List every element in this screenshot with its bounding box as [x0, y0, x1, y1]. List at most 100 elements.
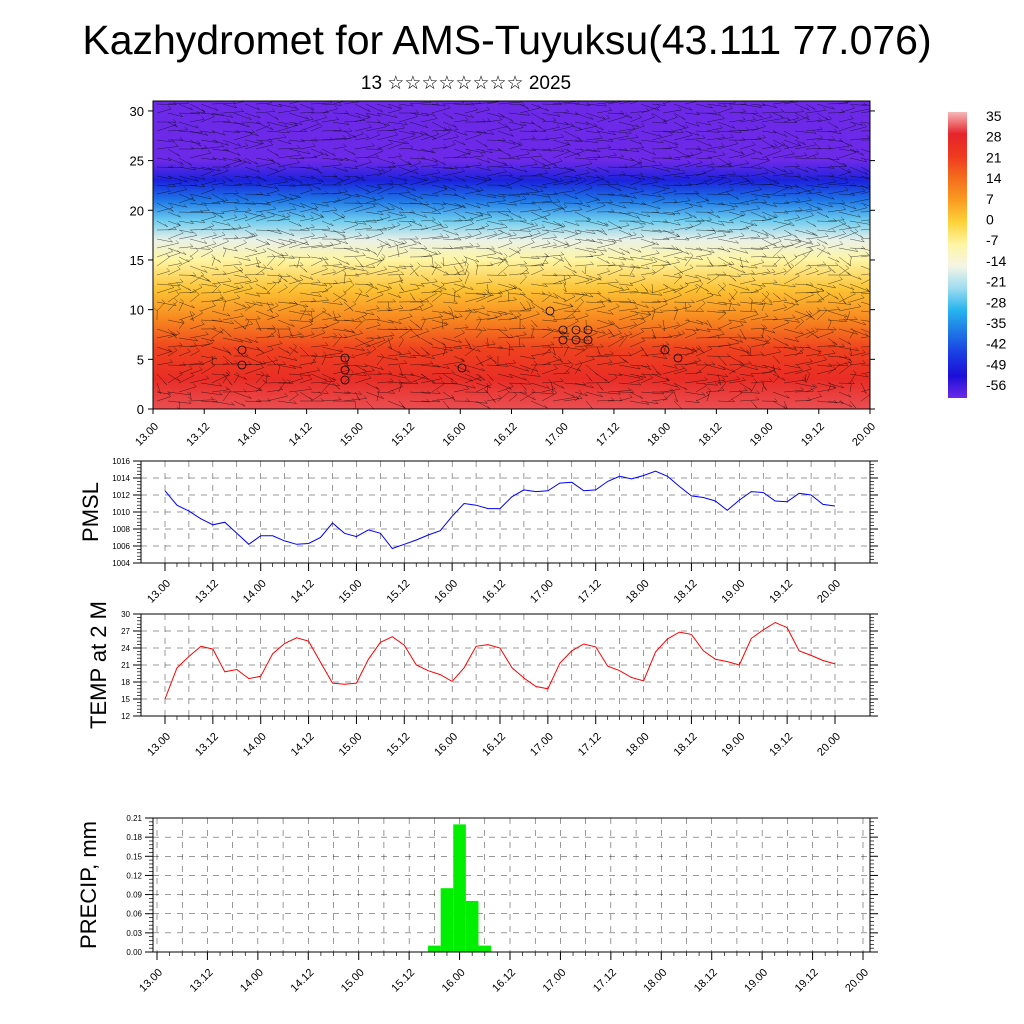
heatmap-x-tick-label: 20.00: [850, 421, 878, 449]
heatmap-y-tick-label: 25: [130, 154, 144, 169]
x-tick-label: 15.00: [339, 967, 367, 995]
y-tick-label: 1010: [112, 508, 130, 517]
colorbar: 35 28 21 14 7 0 -7 -14 -21 -28 -35 -42 -49 -56: [948, 108, 1006, 398]
heatmap-x-tick-label: 15.12: [389, 421, 417, 449]
x-tick-label: 16.00: [432, 578, 460, 606]
y-tick-label: 0.15: [126, 852, 142, 861]
calm-wind-circle: [558, 325, 568, 335]
wind-barb-field: [154, 101, 870, 409]
calm-wind-circle: [340, 375, 350, 385]
x-tick-label: 17.00: [528, 578, 556, 606]
calm-wind-circle: [545, 306, 555, 316]
colorbar-label: -56: [986, 377, 1006, 393]
heatmap-y-tick-label: 15: [130, 253, 144, 268]
x-tick-label: 13.12: [193, 731, 221, 759]
calm-wind-circle: [558, 335, 568, 345]
y-tick-label: 15: [121, 695, 130, 704]
wind-vectors: [154, 101, 870, 409]
x-tick-label: 18.12: [672, 578, 700, 606]
x-tick-label: 16.12: [490, 967, 518, 995]
heatmap-x-axis: 13.00 13.12 14.00 14.12 15.00 15.12 16.00 16.12…: [133, 409, 878, 449]
x-tick-label: 15.12: [384, 731, 412, 759]
calm-wind-circle: [583, 325, 593, 335]
x-tick-label: 15.12: [384, 578, 412, 606]
pmsl-axis-title: PMSL: [78, 482, 103, 542]
x-tick-label: 14.00: [241, 578, 269, 606]
colorbar-label: -42: [986, 336, 1006, 352]
x-tick-label: 18.12: [672, 731, 700, 759]
colorbar-gradient: [948, 112, 967, 398]
x-tick-label: 15.12: [389, 967, 417, 995]
colorbar-label: -14: [986, 253, 1006, 269]
calm-wind-circle: [673, 353, 683, 363]
heatmap-x-tick-label: 18.12: [697, 421, 725, 449]
y-tick-label: 0.21: [126, 814, 142, 823]
y-tick-label: 1016: [112, 457, 130, 466]
colorbar-label: 35: [986, 108, 1002, 124]
x-tick-label: 17.12: [591, 967, 619, 995]
colorbar-label: 0: [986, 212, 994, 228]
colorbar-label: -7: [986, 232, 999, 248]
x-tick-label: 15.00: [337, 578, 365, 606]
y-tick-label: 18: [121, 678, 130, 687]
x-tick-label: 17.12: [576, 578, 604, 606]
precip-bar: [428, 945, 441, 952]
y-tick-label: 12: [121, 712, 130, 721]
y-tick-label: 0.12: [126, 871, 142, 880]
x-tick-label: 20.00: [815, 731, 843, 759]
precip-plot-frame: [152, 817, 871, 953]
temperature-shading: [153, 101, 870, 409]
x-tick-label: 14.12: [289, 578, 317, 606]
x-tick-label: 14.12: [289, 731, 317, 759]
x-tick-label: 13.12: [188, 967, 216, 995]
y-tick-label: 24: [121, 644, 130, 653]
y-tick-label: 30: [121, 610, 130, 619]
x-tick-label: 14.12: [288, 967, 316, 995]
x-tick-label: 13.00: [137, 967, 165, 995]
colorbar-label: -21: [986, 274, 1006, 290]
heatmap-x-tick-label: 13.12: [184, 421, 212, 449]
temperature-axis-title: TEMP at 2 M: [86, 601, 111, 729]
calm-wind-circle: [340, 353, 350, 363]
precip-bar: [440, 888, 454, 952]
heatmap-y-tick-label: 20: [130, 203, 144, 218]
heatmap-y-tick-label: 0: [137, 402, 144, 417]
x-tick-label: 20.00: [815, 578, 843, 606]
calm-wind-circle: [457, 363, 467, 373]
precip-bar: [465, 900, 479, 952]
colorbar-label: -28: [986, 294, 1006, 310]
x-tick-label: 16.12: [480, 578, 508, 606]
precip-axis-title: PRECIP, mm: [76, 821, 101, 949]
x-tick-label: 18.00: [624, 578, 652, 606]
page-subtitle: 13 ☆☆☆☆☆☆☆☆ 2025: [360, 73, 572, 94]
y-tick-label: 1008: [112, 525, 130, 534]
x-tick-label: 15.00: [337, 731, 365, 759]
y-tick-label: 1006: [112, 542, 130, 551]
precip-bar: [453, 824, 466, 952]
y-tick-label: 1014: [112, 474, 130, 483]
x-tick-label: 19.00: [719, 578, 747, 606]
y-tick-label: 0.00: [126, 948, 142, 957]
heatmap-x-tick-label: 16.12: [492, 421, 520, 449]
y-tick-label: 0.03: [126, 929, 142, 938]
calm-wind-circle: [583, 335, 593, 345]
x-tick-label: 19.12: [793, 967, 821, 995]
heatmap-y-tick-label: 10: [130, 303, 144, 318]
calm-wind-circle: [340, 365, 350, 375]
calm-wind-circle: [237, 360, 247, 370]
x-tick-label: 13.00: [145, 578, 173, 606]
y-tick-label: 0.06: [126, 910, 142, 919]
y-tick-label: 0.09: [126, 891, 142, 900]
x-tick-label: 20.00: [843, 967, 871, 995]
colorbar-label: 21: [986, 149, 1002, 165]
temperature-wind-cross-section: 0 5 10 15 20 25 30 13.00 13.12 14.00 14.12 15.00 15…: [130, 100, 878, 449]
calm-wind-circle: [571, 335, 581, 345]
x-tick-label: 14.00: [241, 731, 269, 759]
y-tick-label: 21: [121, 661, 130, 670]
x-tick-label: 17.12: [576, 731, 604, 759]
heatmap-x-tick-label: 13.00: [133, 421, 161, 449]
heatmap-x-tick-label: 15.00: [338, 421, 366, 449]
page-title: Kazhydromet for AMS-Tuyuksu(43.111 77.07…: [82, 17, 932, 63]
x-tick-label: 17.00: [528, 731, 556, 759]
